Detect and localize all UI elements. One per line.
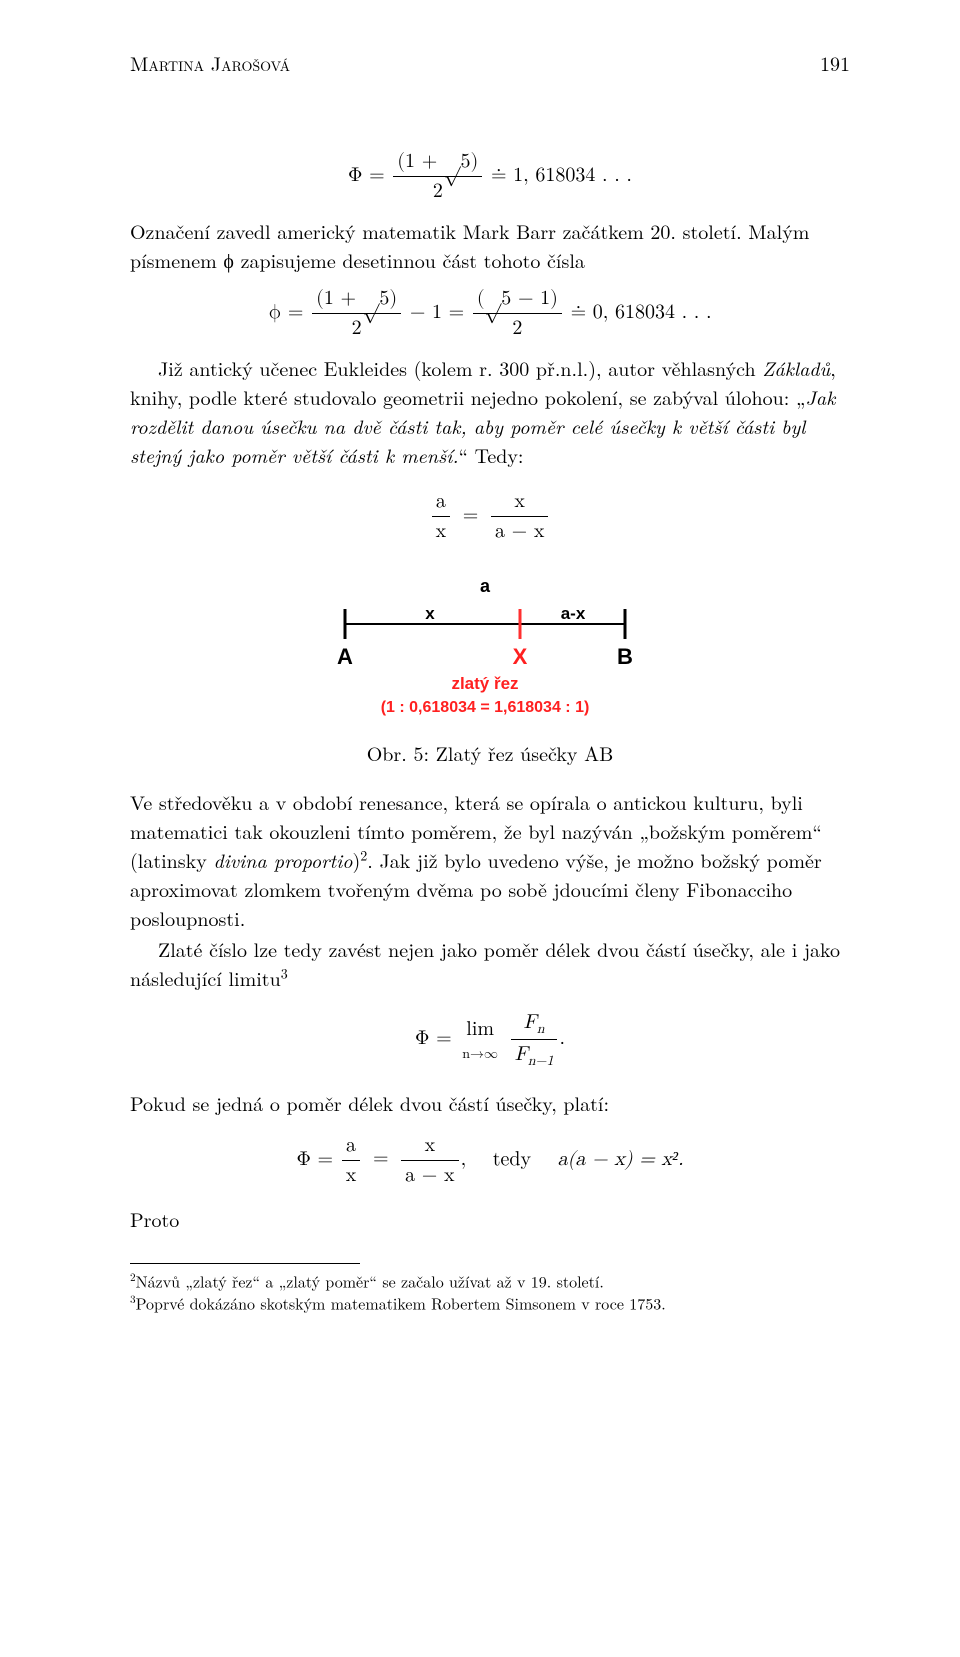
equals: = [369, 1148, 393, 1168]
equation-proportion: a x = x a − x [130, 487, 850, 546]
footnote-2: 2Názvů „zlatý řez“ a „zlatý poměr“ se za… [130, 1270, 850, 1292]
denominator: Fn−1 [511, 1040, 558, 1071]
approx-value: ≐ 1, 618034 . . . [491, 165, 632, 185]
figure-caption: Obr. 5: Zlatý řez úsečky AB [130, 738, 850, 767]
numerator: (1 + √5) [393, 147, 482, 177]
minus-one-eq: − 1 = [410, 302, 464, 322]
approx-value: ≐ 0, 618034 . . . [571, 302, 712, 322]
p2-e: “ Tedy: [458, 440, 523, 469]
equation-phi-capital: Φ = (1 + √5) 2 ≐ 1, 618034 . . . [130, 147, 850, 206]
label-point-b: B [617, 644, 633, 669]
denominator: a − x [401, 1161, 458, 1190]
denominator: a − x [491, 517, 548, 546]
denominator: 2 [473, 314, 562, 343]
denominator: 2 [393, 177, 482, 206]
label-point-a: A [337, 644, 353, 669]
equation-final: Φ = a x = x a − x , tedy a(a − x) = x². [130, 1131, 850, 1190]
equation-limit: Φ = lim n→∞ Fn Fn−1 . [130, 1008, 850, 1072]
label-x-segment: x [425, 604, 435, 623]
rhs: a(a − x) = x². [558, 1148, 684, 1168]
diagram-title: zlatý řez [451, 674, 518, 693]
paragraph-6-proto: Proto [130, 1204, 850, 1233]
label-point-x: X [513, 644, 528, 669]
limit-operator: lim n→∞ [462, 1015, 498, 1064]
numerator: (√5 − 1) [473, 284, 562, 314]
eq-lhs: ϕ = [268, 302, 303, 322]
fraction: (1 + √5) 2 [393, 147, 482, 206]
numerator: Fn [511, 1008, 558, 1040]
fraction-2: (√5 − 1) 2 [473, 284, 562, 343]
fn3-text: Poprvé dokázáno skotským matematikem Rob… [136, 1291, 666, 1314]
running-header: Martina Jarošová 191 [130, 48, 850, 77]
footnotes: 2Názvů „zlatý řez“ a „zlatý poměr“ se za… [130, 1270, 850, 1314]
paragraph-5: Pokud se jedná o poměr délek dvou částí … [130, 1088, 850, 1117]
denominator: x [342, 1161, 361, 1190]
fraction-1: (1 + √5) 2 [312, 284, 401, 343]
diagram-ratio: (1 : 0,618034 = 1,618034 : 1) [381, 699, 590, 716]
tedy: tedy [493, 1148, 531, 1168]
numerator: x [491, 487, 548, 517]
zaklady-title: Základů [762, 353, 830, 382]
equals-sign: = [459, 505, 483, 525]
numerator: x [401, 1131, 458, 1161]
denominator: x [432, 517, 451, 546]
divina-proportio: divina proportio [213, 845, 352, 874]
period: . [559, 1028, 565, 1048]
eq-lhs: Φ = [296, 1148, 333, 1168]
author-name: Martina Jarošová [130, 48, 290, 77]
p4-text: Zlaté číslo lze tedy zavést nejen jako p… [130, 934, 840, 992]
fraction-x-over-a-minus-x: x a − x [491, 487, 548, 546]
lim-text: lim [462, 1015, 498, 1044]
footnote-3: 3Poprvé dokázáno skotským matematikem Ro… [130, 1292, 850, 1314]
numerator: a [342, 1131, 361, 1161]
footnote-ref-3: 3 [281, 963, 288, 983]
eq-lhs: Φ = [348, 165, 385, 185]
fraction-1: a x [342, 1131, 361, 1190]
fraction-a-over-x: a x [432, 487, 451, 546]
paragraph-2: Již antický učenec Eukleides (kolem r. 3… [130, 353, 850, 469]
label-a-minus-x: a-x [561, 604, 586, 623]
paragraph-1: Označení zavedl americký matematik Mark … [130, 216, 850, 274]
comma: , [461, 1148, 467, 1168]
numerator: a [432, 487, 451, 517]
fraction-fn: Fn Fn−1 [511, 1008, 558, 1072]
lim-sub: n→∞ [462, 1044, 498, 1064]
numerator: (1 + √5) [312, 284, 401, 314]
paragraph-3: Ve středověku a v období renesance, kter… [130, 787, 850, 932]
paragraph-4: Zlaté číslo lze tedy zavést nejen jako p… [130, 934, 850, 992]
fraction-2: x a − x [401, 1131, 458, 1190]
label-a-top: a [480, 576, 491, 596]
p2-a: Již antický učenec Eukleides (kolem r. 3… [158, 353, 762, 382]
equation-phi-small: ϕ = (1 + √5) 2 − 1 = (√5 − 1) 2 ≐ 0, 618… [130, 284, 850, 343]
eq-lhs: Φ = [415, 1028, 452, 1048]
diagram-svg: a x a-x A X B zlatý řez (1 : 0,618034 = … [325, 574, 655, 724]
fn2-text: Názvů „zlatý řez“ a „zlatý poměr“ se zač… [136, 1269, 604, 1292]
denominator: 2 [312, 314, 401, 343]
golden-ratio-diagram: a x a-x A X B zlatý řez (1 : 0,618034 = … [130, 574, 850, 730]
page-number: 191 [820, 48, 850, 77]
